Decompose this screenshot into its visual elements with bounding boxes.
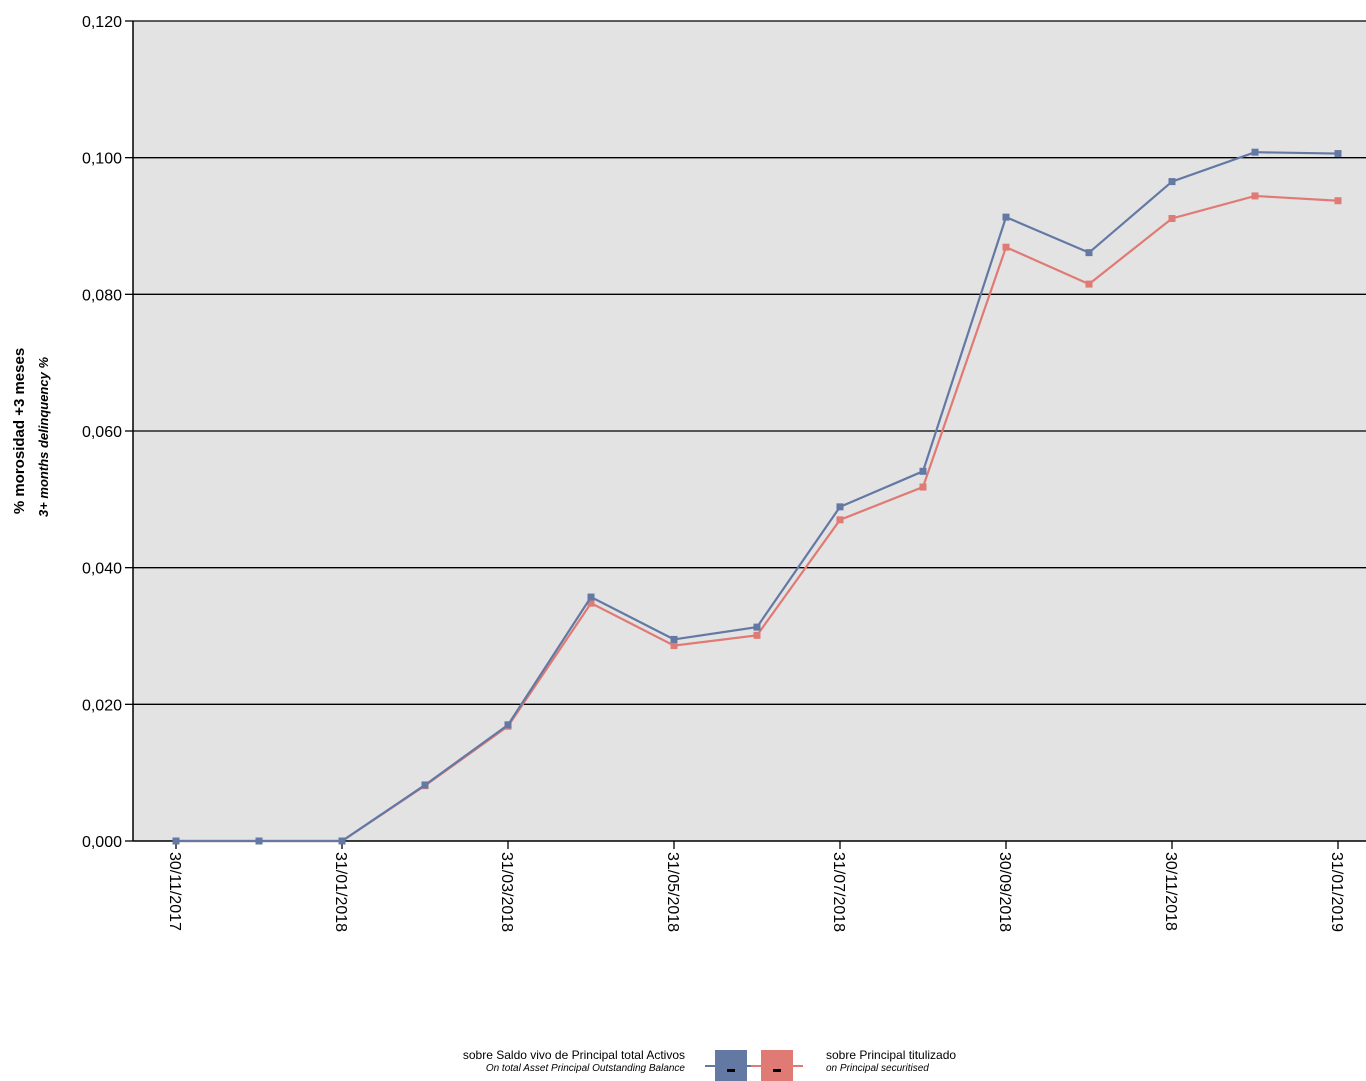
data-point <box>753 623 761 631</box>
data-point <box>1251 148 1259 156</box>
data-point <box>1002 243 1010 251</box>
y-axis-label: % morosidad +3 meses <box>11 348 28 514</box>
data-point <box>1334 150 1342 158</box>
legend-swatch-0 <box>705 1050 757 1081</box>
y-tick-label: 0,000 <box>82 834 122 851</box>
data-point <box>753 631 761 639</box>
y-tick-label: 0,040 <box>82 561 122 578</box>
legend-label-total-assets: sobre Saldo vivo de Principal total Acti… <box>462 1048 685 1062</box>
legend-swatch-box <box>715 1050 747 1081</box>
legend-swatch-dash <box>727 1069 735 1072</box>
data-point <box>1085 280 1093 288</box>
x-tick-label: 30/09/2018 <box>996 852 1013 932</box>
data-point <box>836 503 844 511</box>
data-point <box>587 593 595 601</box>
data-point <box>1168 178 1176 186</box>
legend-swatch-dash <box>773 1069 781 1072</box>
x-tick-label: 31/01/2019 <box>1328 852 1345 932</box>
data-point <box>670 635 678 643</box>
y-tick-label: 0,120 <box>82 14 122 31</box>
y-axis-ticks: 0,000 0,020 0,040 0,060 0,080 0,100 0,120 <box>82 14 133 851</box>
x-tick-label: 31/03/2018 <box>498 852 515 932</box>
x-tick-label: 31/07/2018 <box>830 852 847 932</box>
legend-swatch-box <box>761 1050 793 1081</box>
data-point <box>836 516 844 524</box>
y-tick-label: 0,020 <box>82 697 122 714</box>
data-point <box>587 599 595 607</box>
y-tick-label: 0,080 <box>82 287 122 304</box>
data-point <box>1002 213 1010 221</box>
data-point <box>338 837 346 845</box>
x-axis-ticks: 30/11/2017 31/01/2018 31/03/2018 31/05/2018… <box>166 841 1345 932</box>
data-point <box>1168 214 1176 222</box>
y-tick-label: 0,100 <box>82 151 122 168</box>
legend-swatch-1 <box>751 1050 803 1081</box>
legend-entry-total-assets: sobre Saldo vivo de Principal total Acti… <box>463 1048 685 1076</box>
x-tick-label: 31/01/2018 <box>332 852 349 932</box>
y-tick-label: 0,060 <box>82 424 122 441</box>
legend-swatches <box>705 1050 803 1081</box>
x-tick-label: 30/11/2018 <box>1162 852 1179 931</box>
data-point <box>1334 197 1342 205</box>
data-point <box>255 837 263 845</box>
legend-sublabel-total-assets: On total Asset Principal Outstanding Bal… <box>485 1063 685 1074</box>
data-point <box>172 837 180 845</box>
data-point <box>1085 249 1093 257</box>
gridlines <box>133 20 1366 705</box>
series-lines <box>172 148 1342 845</box>
y-axis-sublabel: 3+ months delinquency % <box>36 357 51 517</box>
data-point <box>919 467 927 475</box>
series-0 <box>172 148 1342 845</box>
legend-entry-securitised: sobre Principal titulizado on Principal … <box>826 1048 956 1076</box>
data-point <box>1251 192 1259 200</box>
data-point <box>919 483 927 491</box>
legend-label-securitised: sobre Principal titulizado <box>826 1048 957 1062</box>
data-point <box>670 642 678 650</box>
x-tick-label: 30/11/2017 <box>166 852 183 931</box>
data-point <box>421 781 429 789</box>
x-tick-label: 31/05/2018 <box>664 852 681 932</box>
legend-sublabel-securitised: on Principal securitised <box>826 1063 929 1074</box>
data-point <box>504 721 512 729</box>
